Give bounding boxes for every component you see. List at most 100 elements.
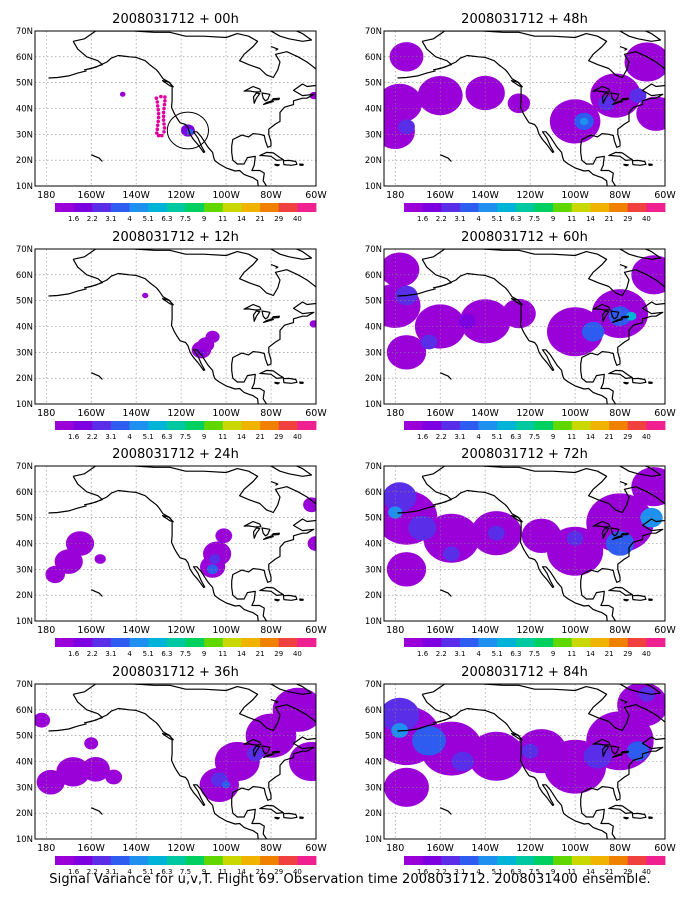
coastline	[243, 85, 262, 93]
coastline	[608, 804, 633, 814]
colorbar-label: 9	[551, 433, 555, 441]
colorbar-swatch	[646, 421, 666, 430]
coastline	[282, 812, 298, 819]
observation-point	[156, 115, 161, 120]
coastline	[601, 92, 610, 104]
colorbar-swatch	[222, 638, 242, 647]
colorbar-swatch	[278, 638, 298, 647]
variance-contour	[583, 744, 612, 769]
coastline	[620, 750, 629, 754]
y-tick-label: 70N	[365, 462, 382, 472]
map-frame	[383, 683, 666, 840]
colorbar-swatch	[627, 421, 647, 430]
variance-contour	[579, 117, 589, 126]
coastline	[263, 100, 274, 105]
y-tick-label: 70N	[16, 680, 33, 690]
x-tick-label: 180	[386, 408, 404, 419]
variance-contour	[458, 313, 476, 329]
panel-title: 2008031712 + 72h	[461, 447, 588, 462]
colorbar-swatch	[260, 421, 280, 430]
colorbar-label: 4	[127, 650, 132, 658]
coastline	[263, 753, 274, 758]
coastline	[620, 532, 629, 536]
y-tick-label: 40N	[365, 105, 382, 115]
x-tick-label: 60W	[654, 625, 676, 636]
coastline	[422, 249, 665, 404]
coastline	[48, 288, 87, 297]
colorbar-swatch	[590, 203, 610, 212]
coastline	[271, 315, 280, 319]
coastline	[439, 589, 452, 597]
colorbar-swatch	[422, 638, 442, 647]
coastline	[252, 527, 261, 539]
colorbar-swatch	[553, 203, 573, 212]
y-tick-label: 70N	[365, 680, 382, 690]
colorbar-swatch	[404, 203, 423, 212]
coastline	[90, 372, 103, 380]
observation-point	[156, 111, 161, 116]
colorbar-label: 1.6	[68, 433, 80, 441]
y-tick-label: 60N	[16, 706, 33, 716]
colorbar-swatch	[148, 203, 168, 212]
coastline	[271, 532, 280, 536]
colorbar-swatch	[73, 203, 93, 212]
colorbar-label: 2.2	[87, 433, 98, 441]
coastline	[318, 732, 333, 744]
variance-contour	[412, 726, 446, 756]
y-tick-label: 10N	[365, 835, 382, 845]
colorbar-label: 6.3	[161, 650, 172, 658]
colorbar-label: 21	[605, 868, 614, 876]
coastline	[617, 466, 662, 477]
coastline	[268, 684, 313, 695]
colorbar-label: 2.2	[87, 215, 98, 223]
y-tick-label: 60N	[365, 488, 382, 498]
y-tick-label: 20N	[16, 374, 33, 384]
colorbar-swatch	[590, 856, 610, 865]
variance-contour	[443, 546, 460, 562]
observation-point	[162, 130, 166, 134]
coastline	[648, 598, 653, 601]
colorbar-swatch	[459, 203, 479, 212]
map-panel-0h: 2008031712 + 00h 10N 20N 30N 40N 50N 60N 70N 180…	[16, 12, 328, 223]
colorbar-swatch	[459, 856, 479, 865]
observation-point	[156, 108, 160, 112]
colorbar-swatch	[646, 856, 666, 865]
y-tick-label: 20N	[365, 156, 382, 166]
coastline	[274, 381, 280, 385]
colorbar-swatch	[92, 638, 112, 647]
y-tick-label: 20N	[365, 591, 382, 601]
coastline	[261, 310, 271, 320]
coastline	[617, 684, 662, 695]
observation-point	[160, 133, 164, 138]
colorbar-label: 29	[274, 868, 283, 876]
x-tick-label: 160W	[77, 625, 105, 636]
colorbar-label: 4	[476, 215, 481, 223]
colorbar-label: 14	[237, 868, 246, 876]
coastline	[243, 303, 262, 311]
coastline	[282, 159, 298, 166]
colorbar-swatch	[278, 421, 298, 430]
colorbar-swatch	[441, 638, 461, 647]
colorbar-label: 4	[476, 868, 481, 876]
colorbar-label: 11	[218, 868, 227, 876]
y-tick-label: 50N	[16, 514, 33, 524]
coastline	[161, 515, 174, 523]
observation-point	[162, 126, 167, 130]
coastline	[397, 288, 436, 297]
colorbar-swatch	[129, 421, 149, 430]
x-tick-label: 120W	[516, 190, 544, 201]
variance-contour	[465, 75, 505, 111]
colorbar-swatch	[92, 421, 112, 430]
y-tick-label: 70N	[365, 27, 382, 37]
coastline	[397, 723, 436, 732]
colorbar: 1.6 2.2 3.1 4 5.1 6.3 7.5 9 11 14 21 29 40	[404, 421, 666, 441]
y-tick-label: 40N	[16, 540, 33, 550]
x-tick-label: 80W	[609, 843, 631, 854]
coastline	[271, 750, 280, 754]
colorbar-swatch	[590, 638, 610, 647]
colorbar-swatch	[166, 638, 186, 647]
y-tick-label: 10N	[365, 400, 382, 410]
coastline	[274, 163, 280, 167]
colorbar-label: 11	[218, 215, 227, 223]
coastline	[422, 466, 665, 621]
